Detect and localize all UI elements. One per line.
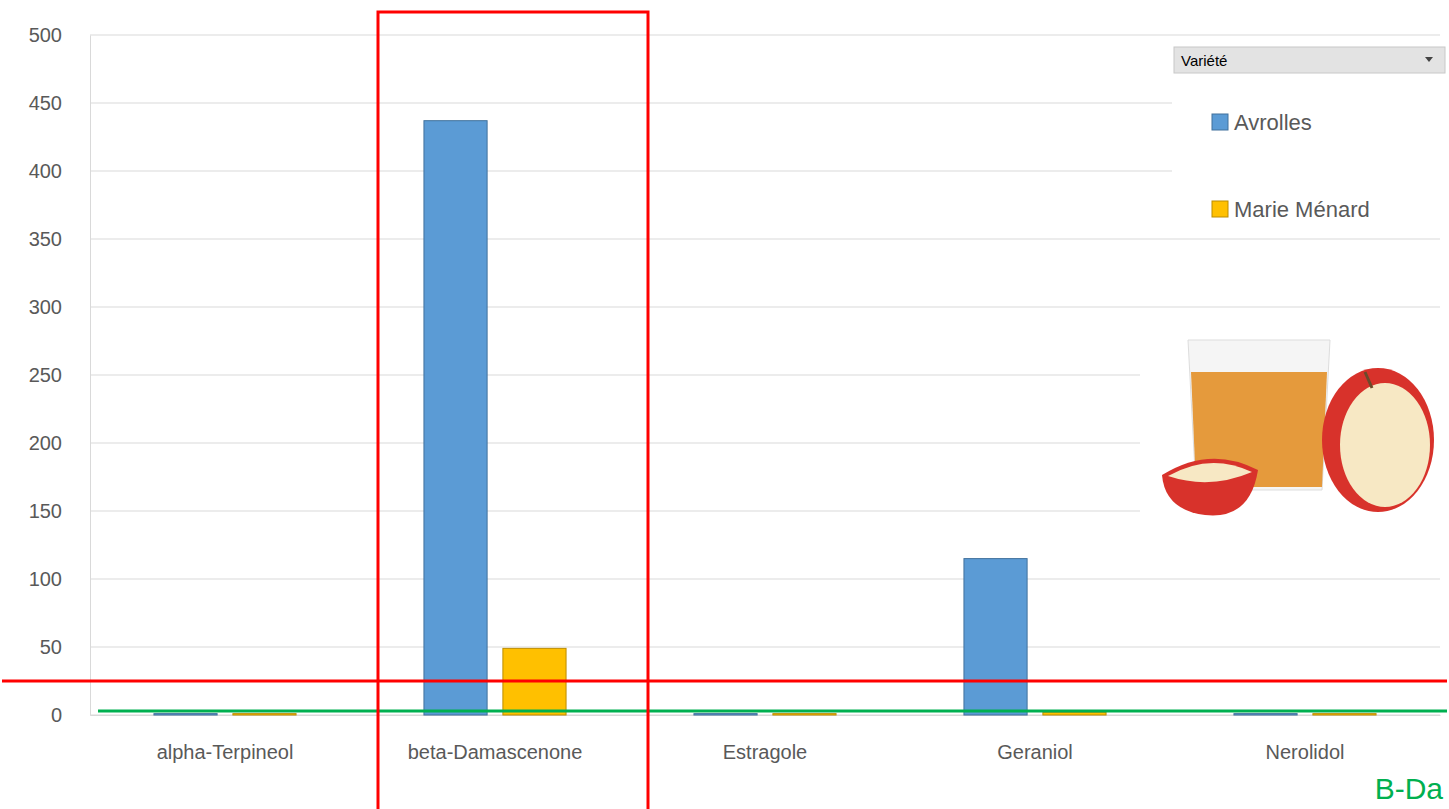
highlight-box <box>378 12 648 809</box>
legend-label: Marie Ménard <box>1234 197 1370 222</box>
y-tick: 500 <box>29 24 90 46</box>
y-tick: 100 <box>29 568 90 590</box>
bar <box>424 121 487 715</box>
bar <box>233 714 296 715</box>
bar <box>1043 712 1106 715</box>
y-tick: 300 <box>29 296 90 318</box>
legend-swatch <box>1212 114 1228 130</box>
y-tick-label: 500 <box>29 24 62 46</box>
dropdown-arrow[interactable] <box>1425 57 1433 62</box>
x-tick: beta-Damascenone <box>408 715 583 763</box>
legend-ground <box>1172 45 1445 235</box>
y-tick: 350 <box>29 228 90 250</box>
y-tick: 450 <box>29 92 90 114</box>
chart: 0 50 100 150 200 250 300 350 400 450 500 alpha-Terp… <box>0 0 1449 809</box>
apple-flesh <box>1340 383 1430 507</box>
x-tick-label: Nerolidol <box>1266 741 1345 763</box>
grid-line <box>90 307 1440 308</box>
bar <box>694 714 757 715</box>
y-tick: 0 <box>51 704 90 726</box>
apple-stem <box>1365 372 1372 388</box>
legend: Variété Avrolles Marie Ménard <box>1172 45 1445 235</box>
reference-line <box>98 709 1447 712</box>
legend-label: Avrolles <box>1234 110 1312 135</box>
x-tick-label: Estragole <box>723 741 808 763</box>
y-tick-label: 450 <box>29 92 62 114</box>
x-tick: Nerolidol <box>1266 715 1345 763</box>
x-tick-label: Geraniol <box>997 741 1073 763</box>
x-axis: alpha-Terpineol beta-Damascenone Estragole… <box>91 715 1441 763</box>
x-tick: Geraniol <box>997 715 1073 763</box>
bar <box>154 714 217 715</box>
y-tick: 250 <box>29 364 90 386</box>
y-axis: 0 50 100 150 200 250 300 350 400 450 500 <box>29 24 91 726</box>
y-tick-label: 50 <box>40 636 62 658</box>
y-axis-line <box>90 36 91 716</box>
y-tick-label: 200 <box>29 432 62 454</box>
legend-header-box[interactable] <box>1174 47 1445 73</box>
y-tick-label: 0 <box>51 704 62 726</box>
y-tick-label: 300 <box>29 296 62 318</box>
grid-line <box>90 579 1440 580</box>
x-tick-label: beta-Damascenone <box>408 741 583 763</box>
y-tick-label: 350 <box>29 228 62 250</box>
bar <box>773 714 836 715</box>
reference-lines <box>2 681 1447 711</box>
bar <box>1313 714 1376 715</box>
x-tick-label: alpha-Terpineol <box>157 741 294 763</box>
y-tick: 50 <box>40 636 90 658</box>
legend-swatch <box>1212 201 1228 217</box>
bar <box>964 559 1027 715</box>
apple-half <box>1162 459 1258 516</box>
legend-header[interactable]: Variété <box>1174 47 1445 73</box>
apple-half-flesh <box>1168 463 1252 482</box>
x-tick: Estragole <box>723 715 808 763</box>
grid-line <box>90 715 1440 716</box>
x-tick: alpha-Terpineol <box>157 715 294 763</box>
y-tick: 200 <box>29 432 90 454</box>
y-tick: 150 <box>29 500 90 522</box>
series <box>154 121 1297 715</box>
y-tick-label: 150 <box>29 500 62 522</box>
grid-line <box>90 239 1440 240</box>
legend-entry: Marie Ménard <box>1212 197 1370 222</box>
y-tick: 400 <box>29 160 90 182</box>
annotation: B-Da <box>1375 772 1444 805</box>
grid-line <box>90 647 1440 648</box>
legend-title[interactable]: Variété <box>1181 52 1227 69</box>
reference-line <box>2 680 1447 683</box>
bar <box>1234 714 1297 715</box>
legend-entry: Avrolles <box>1212 110 1312 135</box>
juice-picture <box>1140 318 1440 528</box>
apple <box>1322 368 1434 512</box>
y-tick-label: 250 <box>29 364 62 386</box>
grid-line <box>90 35 1440 36</box>
y-tick-label: 100 <box>29 568 62 590</box>
y-tick-label: 400 <box>29 160 62 182</box>
picture-ground <box>1140 318 1440 528</box>
